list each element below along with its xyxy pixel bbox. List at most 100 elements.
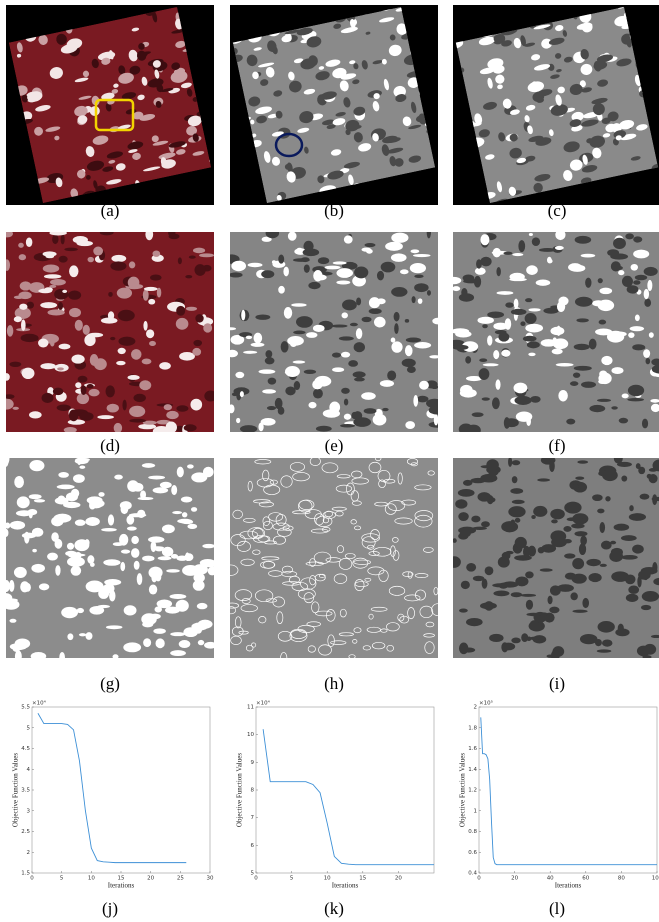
texture-blob bbox=[354, 342, 365, 352]
texture-blob bbox=[203, 467, 214, 478]
texture-blob bbox=[369, 308, 382, 314]
texture-blob bbox=[374, 317, 386, 328]
texture-blob bbox=[528, 308, 540, 311]
texture-blob bbox=[549, 460, 555, 472]
texture-blob bbox=[59, 344, 71, 350]
texture-blob bbox=[572, 610, 587, 613]
texture-blob bbox=[555, 230, 565, 240]
texture-blob bbox=[531, 515, 536, 519]
texture-blob bbox=[558, 390, 567, 402]
texture-blob bbox=[313, 325, 325, 332]
texture-blob bbox=[150, 274, 162, 280]
texture-blob bbox=[523, 336, 537, 342]
texture-blob bbox=[291, 303, 307, 307]
texture-blob bbox=[461, 581, 470, 589]
texture-blob bbox=[104, 579, 121, 585]
texture-blob bbox=[129, 261, 135, 268]
texture-blob bbox=[81, 385, 87, 395]
texture-blob bbox=[501, 350, 510, 357]
texture-blob bbox=[9, 580, 14, 592]
texture-blob bbox=[627, 285, 639, 293]
texture-blob bbox=[582, 598, 589, 608]
texture-blob bbox=[364, 243, 375, 247]
texture-blob bbox=[202, 544, 215, 548]
texture-blob bbox=[614, 524, 630, 531]
texture-blob bbox=[12, 643, 21, 652]
texture-blob bbox=[414, 283, 428, 292]
texture-blob bbox=[191, 507, 197, 512]
chart-caption: (j) bbox=[102, 899, 118, 918]
texture-blob bbox=[617, 462, 632, 467]
texture-blob bbox=[419, 381, 429, 390]
texture-blob bbox=[361, 392, 376, 400]
texture-blob bbox=[564, 553, 575, 558]
texture-blob bbox=[118, 348, 126, 354]
texture-blob bbox=[568, 263, 582, 271]
texture-blob bbox=[74, 539, 89, 551]
texture-blob bbox=[486, 459, 499, 471]
y-tick-label: 0.6 bbox=[468, 850, 477, 856]
texture-blob bbox=[622, 394, 629, 399]
image-panel bbox=[446, 230, 659, 436]
texture-blob bbox=[192, 348, 201, 356]
texture-blob bbox=[108, 514, 114, 525]
texture-blob bbox=[225, 327, 236, 330]
texture-blob bbox=[514, 383, 528, 394]
texture-blob bbox=[29, 510, 33, 519]
texture-blob bbox=[88, 333, 103, 338]
panel-caption: (i) bbox=[549, 674, 565, 693]
texture-blob bbox=[597, 649, 612, 652]
y-tick-label: 1.5 bbox=[21, 871, 30, 877]
texture-blob bbox=[575, 297, 593, 307]
texture-blob bbox=[296, 316, 313, 328]
y-tick-label: 6 bbox=[251, 843, 255, 849]
texture-blob bbox=[526, 600, 533, 610]
texture-blob bbox=[564, 502, 581, 514]
texture-blob bbox=[570, 381, 578, 386]
texture-blob bbox=[308, 402, 316, 408]
panel-caption: (g) bbox=[100, 674, 120, 693]
texture-blob bbox=[64, 427, 77, 433]
texture-blob bbox=[42, 393, 54, 403]
texture-blob bbox=[566, 419, 575, 425]
texture-blob bbox=[89, 499, 103, 509]
texture-blob bbox=[621, 475, 627, 481]
texture-blob bbox=[44, 287, 53, 292]
texture-blob bbox=[29, 460, 44, 471]
texture-blob bbox=[342, 312, 348, 318]
texture-blob bbox=[26, 237, 32, 247]
texture-blob bbox=[120, 501, 132, 510]
texture-blob bbox=[427, 226, 431, 238]
texture-blob bbox=[574, 366, 592, 371]
texture-blob bbox=[40, 363, 56, 369]
texture-blob bbox=[265, 206, 280, 219]
texture-blob bbox=[526, 265, 538, 275]
texture-blob bbox=[391, 287, 407, 297]
texture-blob bbox=[455, 331, 471, 338]
texture-blob bbox=[479, 358, 487, 362]
texture-blob bbox=[530, 396, 540, 403]
texture-blob bbox=[627, 398, 644, 401]
texture-blob bbox=[644, 267, 658, 276]
texture-blob bbox=[473, 576, 485, 581]
texture-blob bbox=[139, 380, 151, 390]
texture-blob bbox=[155, 638, 164, 648]
texture-blob bbox=[153, 487, 169, 493]
texture-blob bbox=[59, 256, 68, 263]
texture-blob bbox=[123, 642, 141, 652]
texture-blob bbox=[129, 419, 146, 423]
texture-blob bbox=[100, 230, 114, 236]
texture-blob bbox=[515, 518, 521, 523]
texture-blob bbox=[480, 474, 497, 483]
texture-blob bbox=[316, 426, 332, 432]
texture-blob bbox=[339, 336, 354, 340]
texture-blob bbox=[354, 377, 365, 381]
texture-blob bbox=[138, 424, 156, 429]
texture-blob bbox=[518, 240, 525, 252]
x-tick-label: 15 bbox=[118, 876, 125, 882]
texture-blob bbox=[47, 309, 64, 315]
y-tick-label: 1.2 bbox=[468, 788, 477, 794]
panel-caption: (f) bbox=[549, 436, 566, 455]
texture-blob bbox=[598, 278, 603, 283]
texture-blob bbox=[184, 424, 197, 431]
